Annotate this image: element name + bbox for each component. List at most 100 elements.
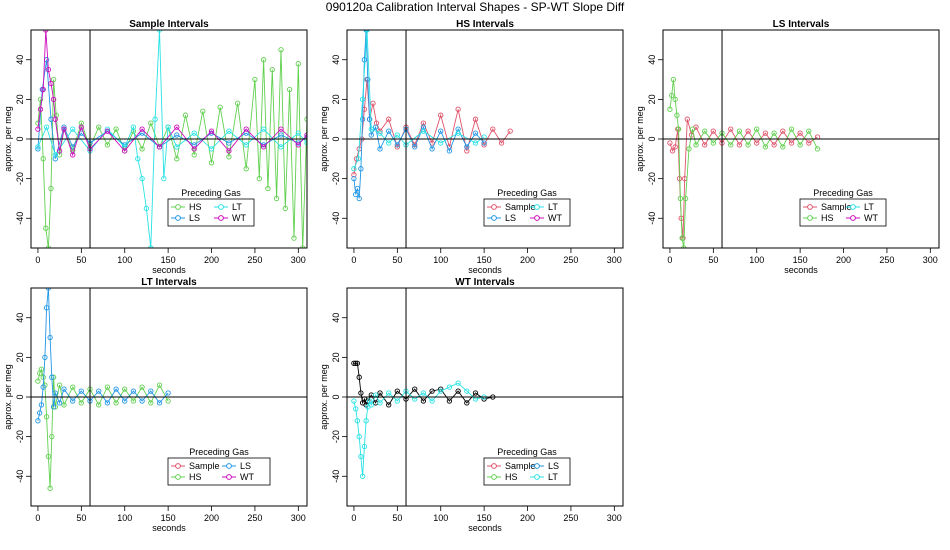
data-point (42, 354, 48, 361)
data-point (754, 140, 760, 146)
data-point (672, 96, 678, 103)
data-point (788, 140, 795, 146)
x-tick-label: 100 (433, 513, 448, 523)
x-tick-label: 100 (749, 255, 764, 265)
data-point (282, 205, 288, 212)
data-point (728, 126, 734, 132)
data-point (52, 404, 58, 410)
data-point (797, 130, 803, 136)
panel-title: LT Intervals (141, 277, 197, 288)
data-point (161, 175, 167, 182)
legend-title: Preceding Gas (497, 188, 557, 198)
legend-swatch-point (226, 474, 232, 480)
data-point (143, 205, 150, 212)
data-point (446, 398, 453, 404)
y-axis-label: approx. per meg (3, 364, 13, 430)
data-point (814, 146, 821, 152)
x-tick-label: 300 (923, 255, 938, 265)
data-point (358, 453, 364, 460)
x-tick-label: 50 (76, 513, 86, 523)
data-point (364, 30, 370, 33)
data-point (412, 144, 418, 150)
data-point (667, 106, 673, 112)
legend-entry-wt: WT (864, 213, 878, 223)
data-point (669, 148, 676, 154)
x-tick-label: 200 (520, 255, 535, 265)
data-point (260, 144, 267, 150)
legend-swatch-point (807, 204, 813, 210)
data-point (481, 140, 487, 146)
data-point (52, 156, 58, 162)
data-point (265, 185, 271, 192)
legend-swatch-point (218, 204, 224, 210)
data-point (354, 418, 361, 424)
data-point (498, 140, 505, 146)
series-line-hs (37, 49, 307, 248)
legend-box (167, 457, 271, 486)
data-point (61, 126, 67, 132)
data-point (56, 382, 63, 388)
data-point (278, 144, 284, 150)
legend-swatch-point (534, 474, 540, 480)
panel-4: WT Intervals 0 50 100 150 200 250 300 -40 -20 0 20 4… (319, 277, 624, 533)
data-point (37, 96, 44, 103)
data-point (356, 433, 362, 440)
data-point (40, 384, 46, 390)
data-point (386, 390, 392, 396)
data-point (394, 388, 400, 394)
data-point (806, 140, 812, 146)
data-point (234, 100, 241, 106)
data-point (40, 156, 46, 162)
x-tick-label: 300 (291, 513, 306, 523)
legend-swatch-point (175, 204, 181, 210)
series-line-hs (37, 367, 169, 489)
data-point (420, 128, 427, 134)
data-point (702, 128, 708, 134)
x-tick-label: 0 (351, 513, 356, 523)
data-point (200, 108, 206, 114)
data-point (358, 166, 364, 172)
legend-swatch-point (534, 215, 540, 221)
y-tick-label: 0 (647, 136, 657, 141)
legend-entry-ls: LS (548, 461, 559, 471)
data-point (156, 144, 163, 150)
data-point (363, 418, 369, 424)
data-point (394, 398, 400, 404)
data-point (37, 106, 44, 112)
y-axis-label: approx. per meg (3, 106, 13, 172)
series-line-unlabeled (353, 362, 493, 407)
series-layer (35, 288, 171, 491)
data-point (472, 130, 479, 136)
data-point (208, 146, 215, 152)
y-tick-label: -40 (331, 470, 341, 483)
data-point (191, 152, 197, 158)
x-tick-label: 100 (117, 513, 132, 523)
data-point (351, 175, 357, 182)
data-point (48, 185, 54, 192)
data-point (139, 126, 145, 132)
legend-entry-lt: LT (232, 202, 242, 212)
y-tick-label: 20 (331, 352, 341, 362)
legend-swatch-point (850, 215, 856, 221)
y-tick-label: -20 (331, 430, 341, 443)
legend-title: Preceding Gas (813, 188, 873, 198)
series-layer (351, 360, 496, 479)
data-point (35, 418, 41, 424)
legend-swatch-point (534, 463, 540, 469)
data-point (377, 390, 383, 396)
panel-title: HS Intervals (456, 19, 514, 30)
legend-entry-lt: LT (864, 202, 874, 212)
x-tick-label: 150 (161, 513, 176, 523)
data-point (365, 76, 371, 83)
data-point (61, 402, 67, 408)
data-point (771, 142, 777, 148)
legend-entry-ls: LS (505, 213, 516, 223)
data-point (130, 388, 137, 394)
x-axis-label: seconds (152, 265, 186, 275)
y-axis-label: approx. per meg (319, 106, 329, 172)
legend-swatch-point (534, 204, 540, 210)
x-tick-label: 250 (879, 255, 894, 265)
data-point (191, 146, 197, 152)
y-tick-label: -40 (15, 212, 25, 225)
